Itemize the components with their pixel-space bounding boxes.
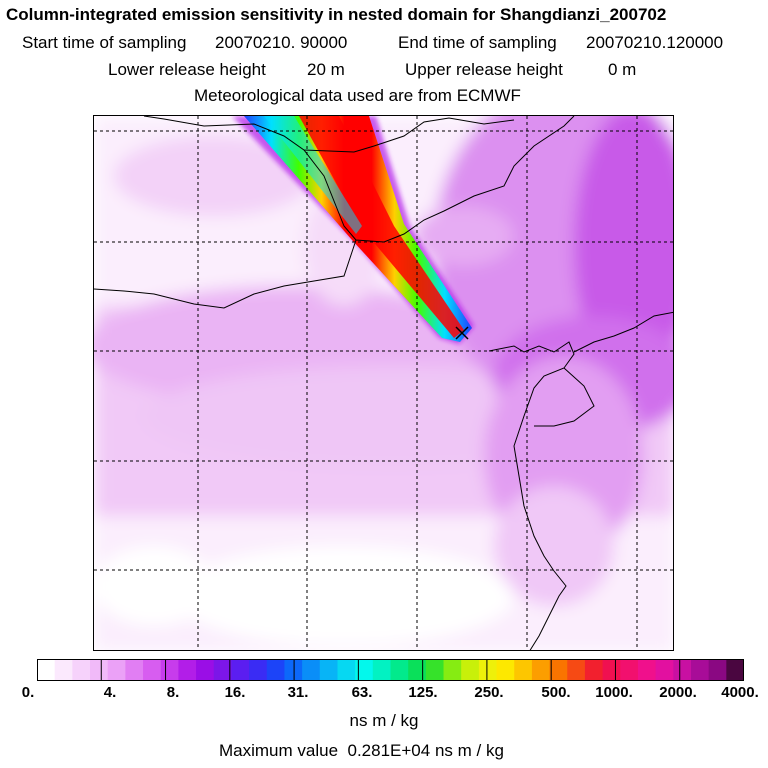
colorbar-tick-label: 63.	[351, 684, 373, 701]
receptor-marker	[455, 326, 469, 340]
colorbar-swatch	[620, 659, 639, 681]
plot-title: Column-integrated emission sensitivity i…	[6, 5, 667, 24]
colorbar	[37, 659, 744, 681]
colorbar-swatch	[249, 659, 268, 681]
end-time-label: End time of sampling	[398, 33, 557, 52]
colorbar-swatch	[602, 659, 621, 681]
met-data-source: Meteorological data used are from ECMWF	[194, 86, 521, 105]
colorbar-tick-label: 500.	[541, 684, 571, 701]
colorbar-swatch	[708, 659, 727, 681]
colorbar-swatch	[90, 659, 109, 681]
maximum-value-label: Maximum value	[219, 741, 339, 760]
colorbar-swatch	[266, 659, 286, 681]
map-canvas	[94, 116, 673, 650]
colorbar-swatch	[54, 659, 73, 681]
colorbar-swatch	[726, 659, 744, 681]
colorbar-tick-label: 1000.	[595, 684, 633, 701]
sensitivity-map	[93, 115, 674, 651]
upper-height-value: 0 m	[608, 60, 637, 79]
colorbar-swatch	[37, 659, 56, 681]
end-time-value: 20070210.120000	[586, 33, 724, 52]
colorbar-tick-label: 8.	[166, 684, 180, 701]
colorbar-swatch	[302, 659, 321, 681]
colorbar-swatch	[478, 659, 498, 681]
colorbar-swatch	[125, 659, 144, 681]
lower-height-value: 20 m	[307, 60, 345, 79]
colorbar-tick-label: 250.	[474, 684, 504, 701]
colorbar-swatch	[372, 659, 392, 681]
lower-height-label: Lower release height	[108, 60, 266, 79]
maximum-value: Maximum value 0.281E+04 ns m / kg	[219, 741, 504, 761]
colorbar-swatch	[196, 659, 215, 681]
start-time-label: Start time of sampling	[22, 33, 187, 52]
maximum-value-number: 0.281E+04 ns m / kg	[347, 741, 504, 760]
colorbar-swatch	[673, 659, 692, 681]
colorbar-tick-label: 0.	[21, 684, 35, 701]
upper-height-label: Upper release height	[405, 60, 563, 79]
colorbar-tick-label: 125.	[408, 684, 438, 701]
colorbar-swatch	[496, 659, 515, 681]
colorbar-tick-label: 16.	[224, 684, 246, 701]
colorbar-swatch	[408, 659, 427, 681]
colorbar-swatch	[319, 659, 339, 681]
colorbar-swatch	[567, 659, 586, 681]
colorbar-swatch	[549, 659, 568, 681]
colorbar-tick-label: 2000.	[659, 684, 697, 701]
colorbar-tick-label: 4000.	[721, 684, 759, 701]
colorbar-swatch	[514, 659, 533, 681]
colorbar-swatch	[584, 659, 604, 681]
emission-plume	[232, 116, 474, 344]
colorbar-tick-label: 31.	[287, 684, 309, 701]
colorbar-unit: ns m / kg	[349, 711, 419, 730]
colorbar-tick-label: 4.	[103, 684, 117, 701]
colorbar-swatch	[160, 659, 180, 681]
colorbar-swatch	[443, 659, 462, 681]
colorbar-swatch	[655, 659, 674, 681]
colorbar-swatch	[390, 659, 409, 681]
colorbar-swatch	[178, 659, 197, 681]
start-time-value: 20070210. 90000	[215, 33, 348, 52]
colorbar-swatch	[637, 659, 657, 681]
colorbar-swatch	[355, 659, 374, 681]
colorbar-swatch	[337, 659, 356, 681]
sensitivity-field	[94, 116, 673, 650]
colorbar-swatch	[213, 659, 233, 681]
colorbar-swatch	[231, 659, 250, 681]
colorbar-swatch	[531, 659, 551, 681]
colorbar-swatch	[690, 659, 710, 681]
coastline	[94, 116, 673, 650]
colorbar-swatch	[72, 659, 91, 681]
colorbar-swatch	[461, 659, 480, 681]
colorbar-border	[37, 659, 744, 681]
colorbar-swatch	[107, 659, 126, 681]
colorbar-swatch	[143, 659, 162, 681]
lat-lon-grid	[94, 116, 673, 650]
colorbar-swatch	[425, 659, 445, 681]
